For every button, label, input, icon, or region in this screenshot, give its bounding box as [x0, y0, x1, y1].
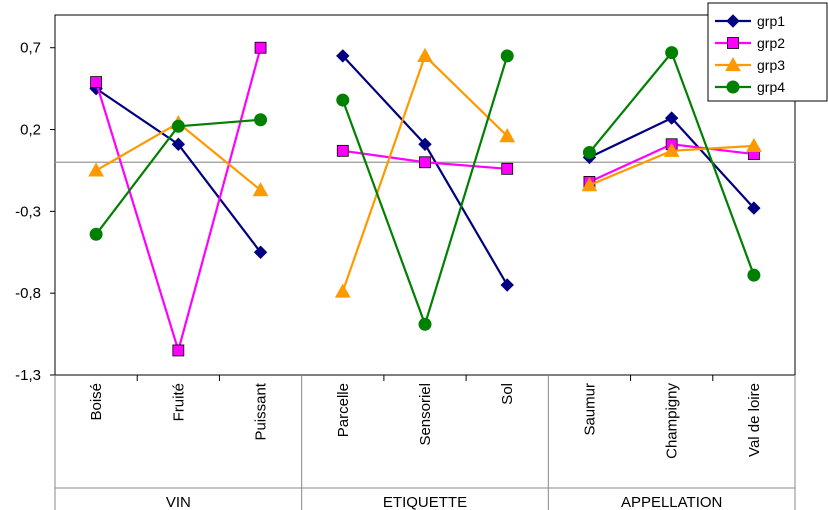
data-point	[253, 245, 268, 259]
legend-marker	[727, 37, 739, 49]
y-tick-label: -1,3	[15, 367, 41, 384]
data-point	[171, 137, 186, 151]
data-point	[499, 128, 516, 143]
series-grp4	[89, 46, 761, 331]
series-line	[341, 53, 508, 292]
legend-label: grp2	[757, 35, 785, 51]
plot-area-frame	[54, 14, 796, 376]
data-point	[746, 137, 762, 153]
group-label: ETIQUETTE	[383, 494, 467, 510]
x-category-label: Saumur	[581, 383, 598, 436]
data-point	[581, 177, 598, 192]
series-layer	[88, 41, 762, 357]
legend: grp1 grp2 grp3 grp4	[707, 2, 828, 102]
y-tick-label: -0,8	[15, 285, 41, 302]
y-tick-label: 0,2	[20, 122, 41, 139]
data-point	[418, 137, 432, 151]
data-point	[336, 93, 350, 107]
data-point	[88, 162, 104, 177]
data-point	[89, 227, 103, 241]
series-line	[588, 116, 755, 209]
y-tick-label: -0,3	[15, 203, 41, 220]
data-point	[582, 145, 596, 159]
x-category-label: Sensoriel	[417, 383, 434, 446]
data-point	[418, 317, 432, 331]
y-tick-label: 0,7	[20, 40, 41, 57]
group-label: APPELLATION	[621, 494, 722, 510]
legend-item: grp1	[715, 13, 785, 29]
series-grp2	[90, 41, 760, 357]
series-line	[95, 47, 262, 355]
data-point	[171, 119, 185, 133]
series-line	[341, 55, 509, 328]
x-category-label: Val de loire	[746, 383, 763, 457]
data-point	[252, 182, 269, 197]
data-point	[334, 283, 351, 298]
x-category-label: Champigny	[664, 383, 681, 459]
data-point	[500, 278, 514, 292]
legend-item: grp4	[715, 79, 785, 95]
legend-item: grp3	[715, 56, 785, 73]
data-point	[500, 49, 514, 63]
x-category-label: Sol	[499, 383, 516, 405]
data-point	[665, 46, 679, 60]
data-point	[417, 47, 433, 63]
x-category-label: Puissant	[253, 382, 270, 440]
legend-label: grp4	[757, 79, 785, 95]
data-point	[663, 142, 680, 157]
legend-item: grp2	[715, 35, 785, 51]
series-line	[95, 121, 262, 191]
data-point	[336, 144, 349, 157]
data-point	[419, 156, 431, 169]
axes-layer: -1,3 -0,8 -0,3 0,2 0,7 Boisé Fruité Puissant Par…	[15, 14, 796, 510]
legend-marker	[726, 14, 740, 28]
data-point	[336, 49, 350, 63]
series-grp1	[89, 49, 761, 292]
series-grp3	[88, 47, 762, 298]
data-point	[501, 162, 514, 175]
x-category-label: Fruité	[170, 383, 187, 421]
x-category-label: Boisé	[88, 383, 105, 421]
data-point	[747, 201, 761, 215]
legend-marker	[725, 56, 741, 72]
data-point	[90, 76, 103, 88]
data-point	[254, 41, 267, 54]
legend-label: grp1	[757, 13, 785, 29]
data-point	[747, 268, 761, 282]
legend-label: grp3	[757, 57, 785, 73]
legend-marker	[726, 80, 740, 94]
x-category-label: Parcelle	[335, 383, 352, 437]
data-point	[172, 344, 185, 357]
group-label: VIN	[166, 494, 191, 510]
data-point	[254, 113, 268, 127]
data-point	[664, 111, 679, 125]
